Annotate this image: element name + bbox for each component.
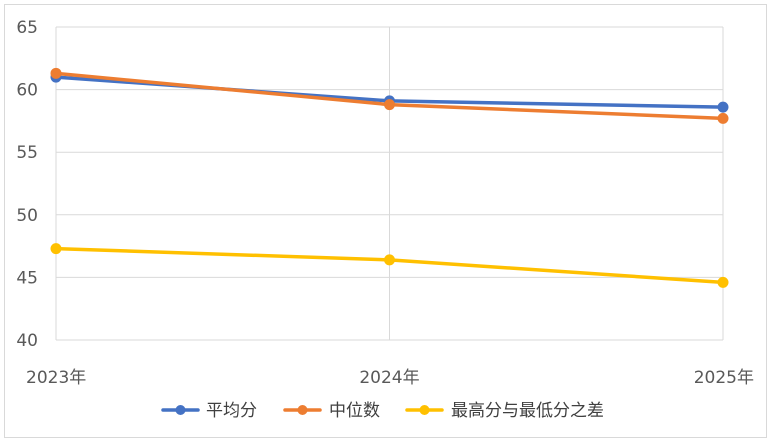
legend-swatch-marker	[419, 405, 430, 415]
legend-item: 中位数	[283, 401, 380, 421]
legend-swatch-marker	[175, 405, 186, 415]
legend-label: 最高分与最低分之差	[451, 401, 604, 421]
x-axis-ticks: 2023年 2024年 2025年	[26, 368, 754, 388]
y-tick-label: 65	[16, 18, 38, 38]
legend: 平均分 中位数 最高分与最低分之差	[161, 401, 604, 421]
data-point	[50, 67, 62, 79]
data-point	[717, 101, 729, 113]
data-point	[50, 243, 62, 255]
y-tick-label: 60	[16, 81, 38, 101]
data-point	[384, 99, 395, 111]
chart-frame	[4, 4, 767, 438]
x-tick-label: 2025年	[694, 368, 754, 388]
series-lines	[50, 67, 729, 288]
y-tick-label: 50	[16, 206, 38, 226]
legend-label: 中位数	[329, 401, 380, 421]
legend-item: 平均分	[161, 401, 257, 421]
x-tick-label: 2024年	[359, 368, 419, 388]
y-axis-ticks: 40 45 50 55 60 65	[16, 18, 38, 351]
legend-item: 最高分与最低分之差	[405, 401, 604, 421]
y-tick-label: 45	[16, 268, 38, 288]
y-tick-label: 55	[16, 143, 38, 163]
grid-lines	[55, 26, 724, 341]
data-point	[717, 112, 729, 124]
legend-label: 平均分	[206, 401, 257, 421]
x-tick-label: 2023年	[26, 368, 86, 388]
legend-swatch-marker	[297, 405, 308, 415]
data-point	[717, 276, 729, 288]
data-point	[384, 254, 395, 266]
y-tick-label: 40	[16, 331, 38, 351]
